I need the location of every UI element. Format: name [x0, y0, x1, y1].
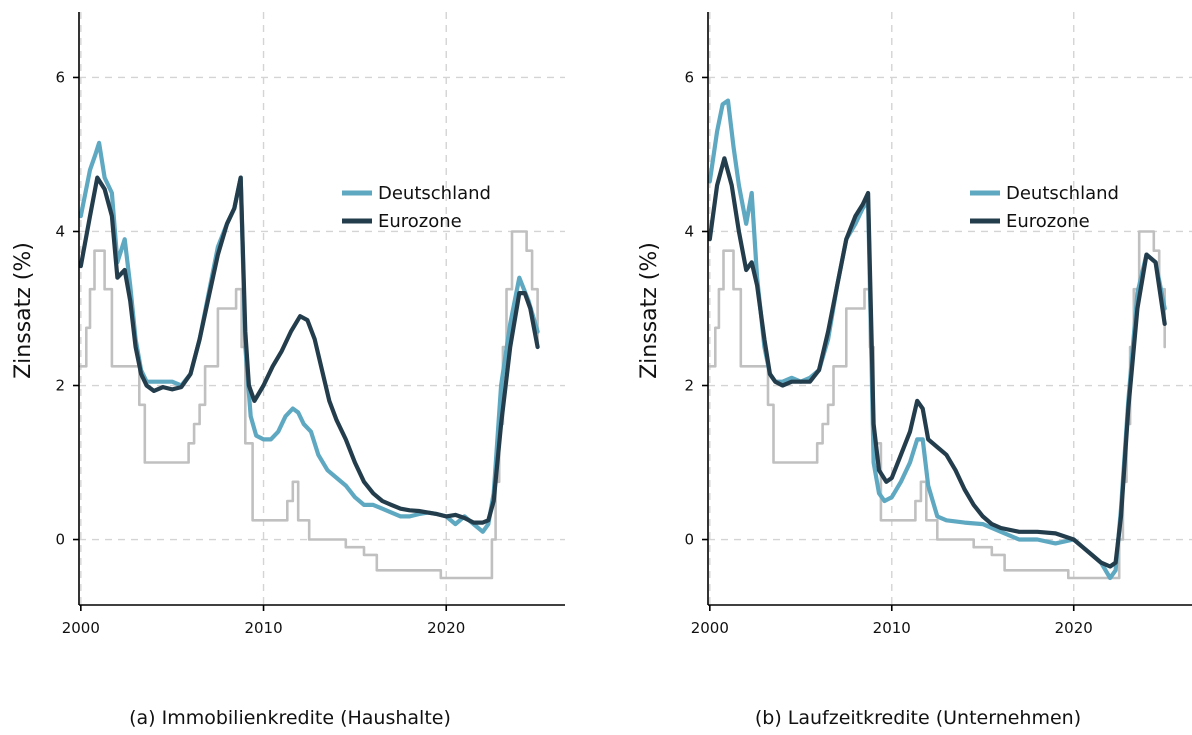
legend-label-deutschland: Deutschland	[1006, 183, 1119, 204]
chart-panel-b: 2000 2010 2020 0 2 4 6 Zinssatz (%) Deutschland E…	[637, 12, 1192, 729]
legend: Deutschland Eurozone	[342, 183, 491, 232]
y-axis-label: Zinssatz (%)	[637, 242, 662, 379]
x-tick-label: 2020	[1055, 619, 1093, 637]
chart-panel-a: 2000 2010 2020 0 2 4 6 Zinssatz (%) Deutschland E…	[11, 12, 565, 729]
legend-label-eurozone: Eurozone	[1006, 211, 1090, 232]
y-tick-label: 2	[684, 377, 694, 395]
series-line-eurozone	[707, 156, 1167, 569]
y-tick-label: 4	[55, 222, 65, 240]
series-line-eurozone	[78, 175, 540, 525]
y-tick-label: 4	[684, 222, 694, 240]
x-tick-label: 2010	[873, 619, 911, 637]
panel-caption: (a) Immobilienkredite (Haushalte)	[129, 707, 451, 729]
reference-rate-line	[79, 230, 539, 580]
reference-rate-line	[708, 230, 1166, 580]
panel-caption: (b) Laufzeitkredite (Unternehmen)	[755, 707, 1081, 729]
x-tick-label: 2010	[244, 619, 282, 637]
y-tick-label: 0	[55, 531, 65, 549]
series-line-deutschland	[707, 98, 1167, 581]
y-tick-label: 0	[684, 531, 694, 549]
x-tick-label: 2000	[691, 619, 729, 637]
y-axis-label: Zinssatz (%)	[11, 242, 36, 379]
y-tick-label: 2	[55, 377, 65, 395]
x-tick-label: 2000	[62, 619, 100, 637]
legend-label-deutschland: Deutschland	[378, 183, 491, 204]
y-tick-label: 6	[684, 68, 694, 86]
legend-label-eurozone: Eurozone	[378, 211, 462, 232]
x-tick-label: 2020	[427, 619, 465, 637]
legend: Deutschland Eurozone	[970, 183, 1119, 232]
y-tick-label: 6	[55, 68, 65, 86]
